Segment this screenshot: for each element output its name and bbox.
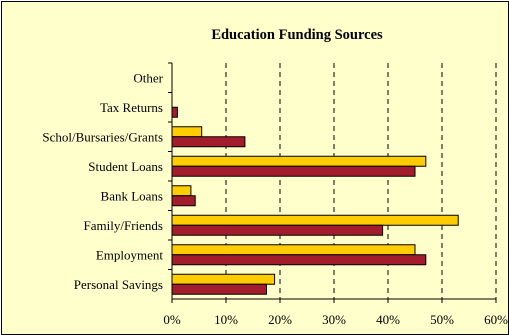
axes <box>168 62 497 303</box>
bar <box>171 273 276 285</box>
category-label: Student Loans <box>88 159 163 174</box>
category-label: Bank Loans <box>101 188 163 203</box>
bar <box>171 283 267 295</box>
bar <box>171 224 384 236</box>
x-tick-label: 20% <box>268 312 292 327</box>
x-tick-label: 50% <box>430 312 454 327</box>
category-label: Employment <box>96 247 164 262</box>
x-tick-label: 10% <box>214 312 238 327</box>
category-label: Family/Friends <box>84 218 163 233</box>
bar <box>171 195 196 207</box>
category-label: Schol/Bursaries/Grants <box>42 129 163 144</box>
bar <box>171 214 459 226</box>
bar <box>171 185 192 197</box>
tick-labels: 0% 10% 20% 30% 40% 50% 60% <box>163 312 508 327</box>
chart-title: Education Funding Sources <box>211 27 383 43</box>
bar <box>171 254 427 266</box>
x-tick-label: 60% <box>484 312 508 327</box>
bar <box>171 155 427 167</box>
category-label: Tax Returns <box>100 100 163 115</box>
bar <box>171 126 203 138</box>
bar <box>171 106 178 118</box>
x-tick-label: 0% <box>163 312 181 327</box>
category-labels: Other Tax Returns Schol/Bursaries/Grants St… <box>42 70 163 292</box>
bars-group <box>171 106 459 295</box>
x-tick-label: 30% <box>322 312 346 327</box>
gridlines <box>225 63 497 299</box>
bar <box>171 165 416 177</box>
category-label: Other <box>133 70 163 85</box>
category-label: Personal Savings <box>74 277 163 292</box>
bar <box>171 244 416 256</box>
bar <box>171 136 246 148</box>
x-tick-label: 40% <box>376 312 400 327</box>
